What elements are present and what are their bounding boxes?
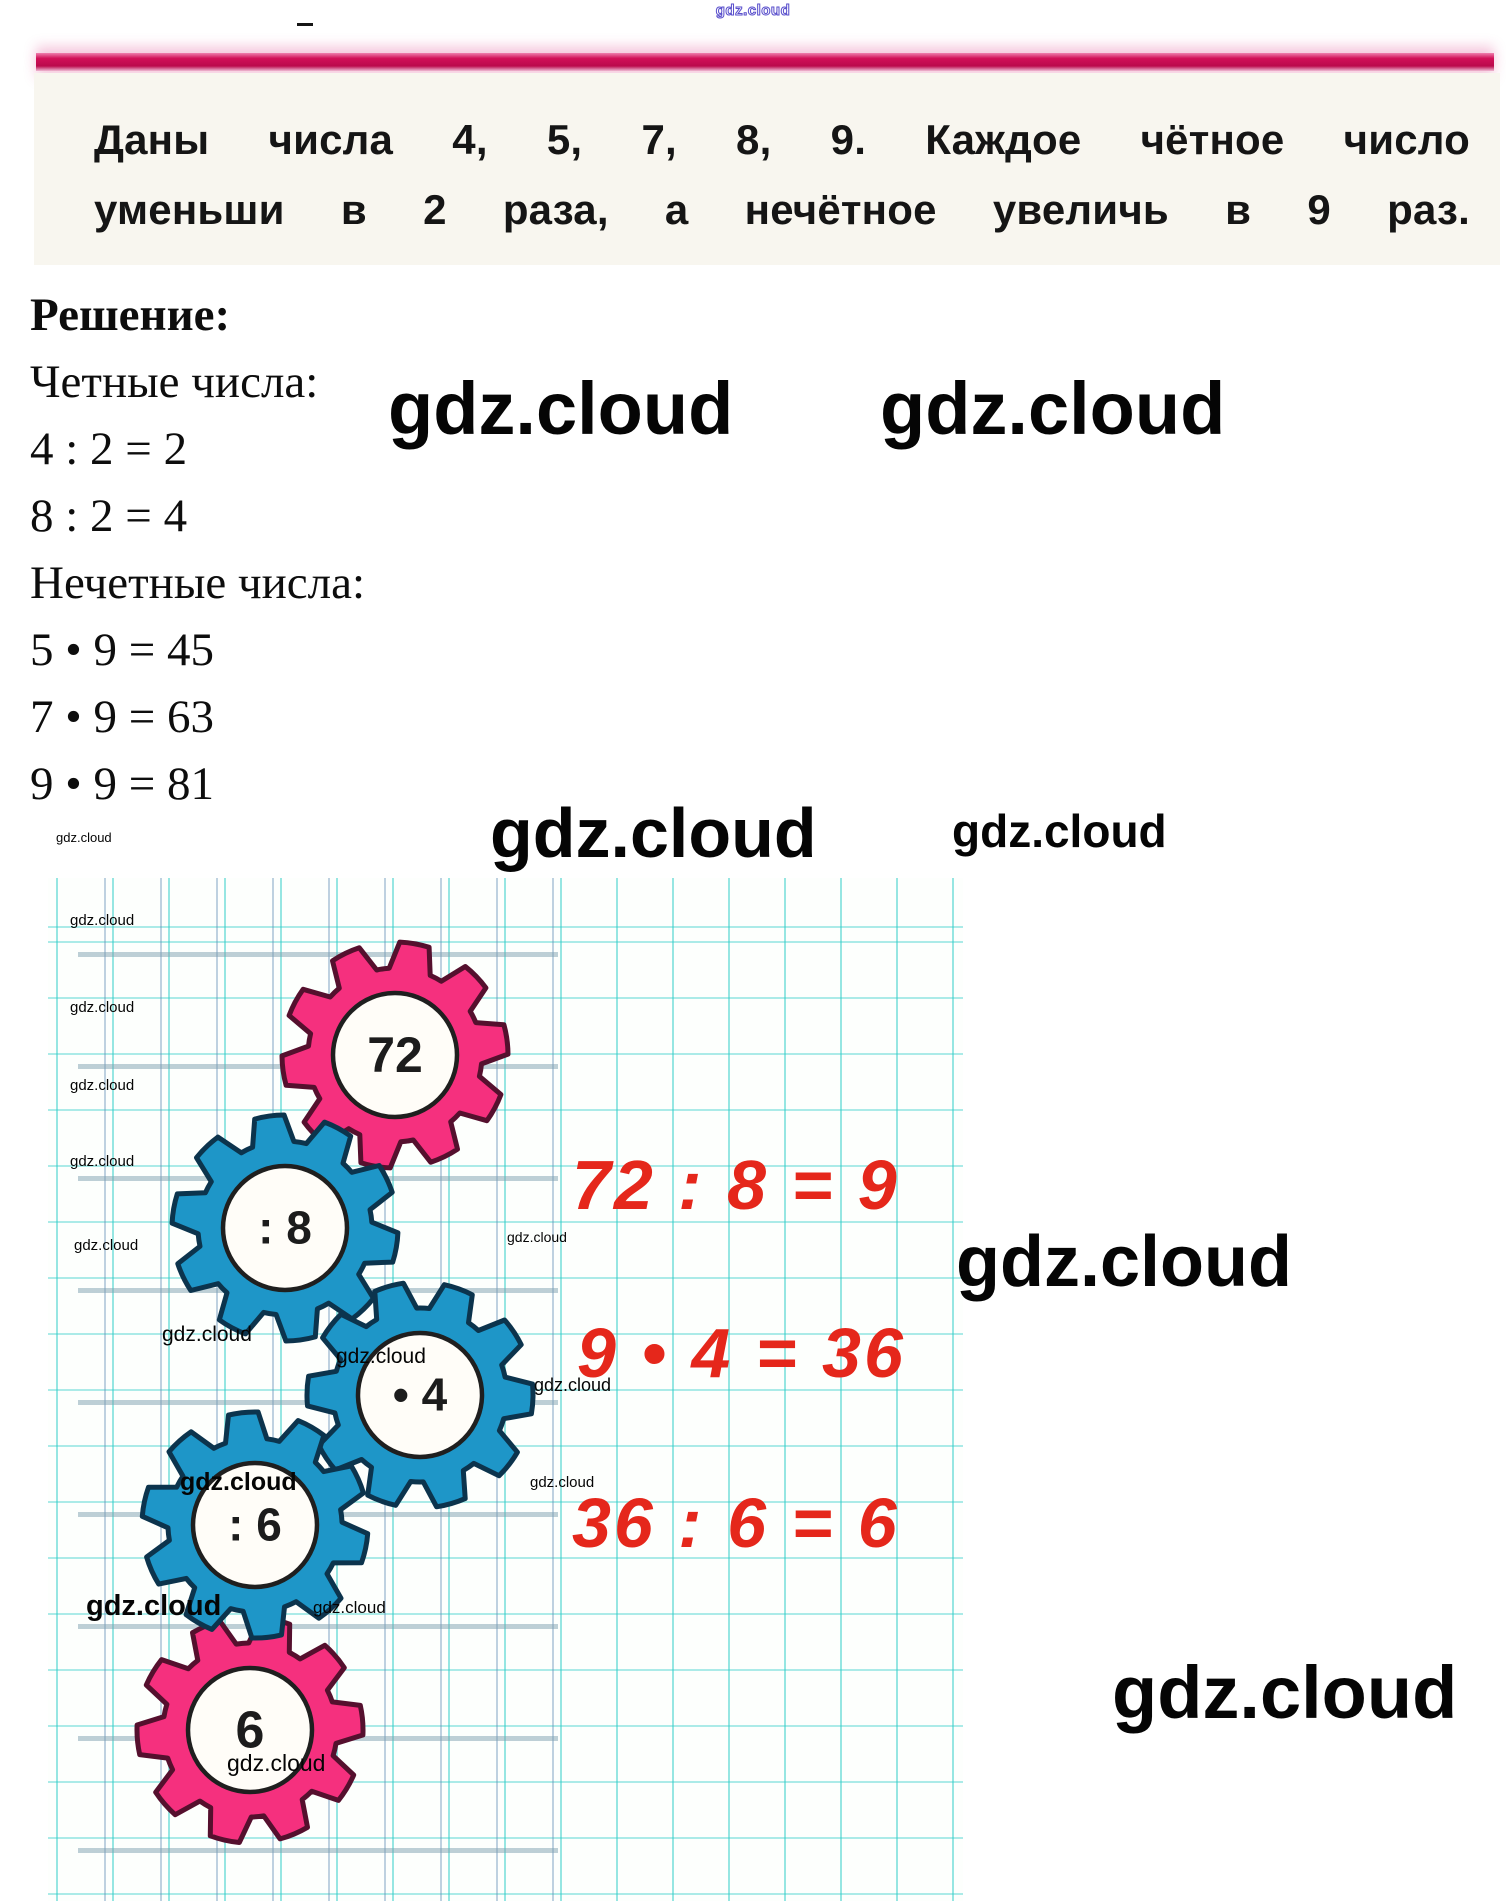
small-watermark: gdz.cloud [507,1229,567,1245]
small-watermark: gdz.cloud [313,1598,386,1617]
red-equation: 9 • 4 = 36 [577,1314,906,1392]
large-watermark: gdz.cloud [1112,1651,1458,1734]
large-watermark: gdz.cloud [490,794,817,872]
gear-6: 6 [134,1615,366,1845]
problem-line-1: Даны числа 4, 5, 7, 8, 9. Каждое чётное … [94,116,1470,163]
small-watermark: gdz.cloud [530,1474,595,1491]
solution-line: 9 • 9 = 81 [30,758,214,810]
red-equation: 36 : 6 = 6 [572,1484,900,1562]
small-watermark: gdz.cloud [336,1345,426,1368]
small-watermark: gdz.cloud [534,1375,612,1395]
small-watermark: gdz.cloud [227,1750,326,1776]
small-watermark: gdz.cloud [74,1237,139,1254]
top-watermark: gdz.cloud [715,2,791,20]
gear-label: 6 [236,1702,265,1760]
solution-line: Нечетные числа: [30,557,366,609]
gears-svg: 72 : 8 • 4 6 : 6 [134,939,536,1845]
small-watermark: gdz.cloud [70,1153,135,1170]
solution-line: 4 : 2 = 2 [30,423,188,475]
solution-heading: Решение: [30,289,231,341]
solution-line: 8 : 2 = 4 [30,490,188,542]
gear-label: : 8 [258,1202,312,1254]
small-watermark: gdz.cloud [70,912,135,929]
large-watermark: gdz.cloud [956,1222,1292,1302]
gear-label: 72 [367,1027,423,1083]
problem-line-2: уменьши в 2 раза, а нечётное увеличь в 9… [94,186,1470,233]
problem-text: Даны числа 4, 5, 7, 8, 9. Каждое чётное … [34,73,1500,245]
large-watermark: gdz.cloud [880,367,1226,450]
small-watermark: gdz.cloud [70,999,135,1016]
top-dash-mark [297,23,313,26]
magenta-divider-bar [36,53,1494,71]
gear-:6: : 6 [139,1409,371,1641]
gear-label: • 4 [393,1369,448,1421]
solution-line: Четные числа: [30,356,319,408]
small-watermark: gdz.cloud [56,830,112,845]
problem-statement-block: Даны числа 4, 5, 7, 8, 9. Каждое чётное … [34,73,1500,265]
gear-72: 72 [279,939,511,1171]
small-watermark: gdz.cloud [70,1077,135,1094]
gear-:8: : 8 [169,1112,401,1344]
solution-line: 5 • 9 = 45 [30,624,214,676]
solution-line: 7 • 9 = 63 [30,691,214,743]
large-watermark: gdz.cloud [388,367,734,450]
gear-•4: • 4 [304,1280,536,1510]
small-watermark: gdz.cloud [86,1590,222,1622]
graph-paper-figure: 72 : 8 • 4 6 : 6 [48,878,963,1901]
small-watermark: gdz.cloud [180,1468,297,1496]
large-watermark: gdz.cloud [952,805,1167,857]
red-equation: 72 : 8 = 9 [572,1146,900,1224]
gear-label: : 6 [228,1499,282,1551]
small-watermark: gdz.cloud [162,1323,252,1346]
